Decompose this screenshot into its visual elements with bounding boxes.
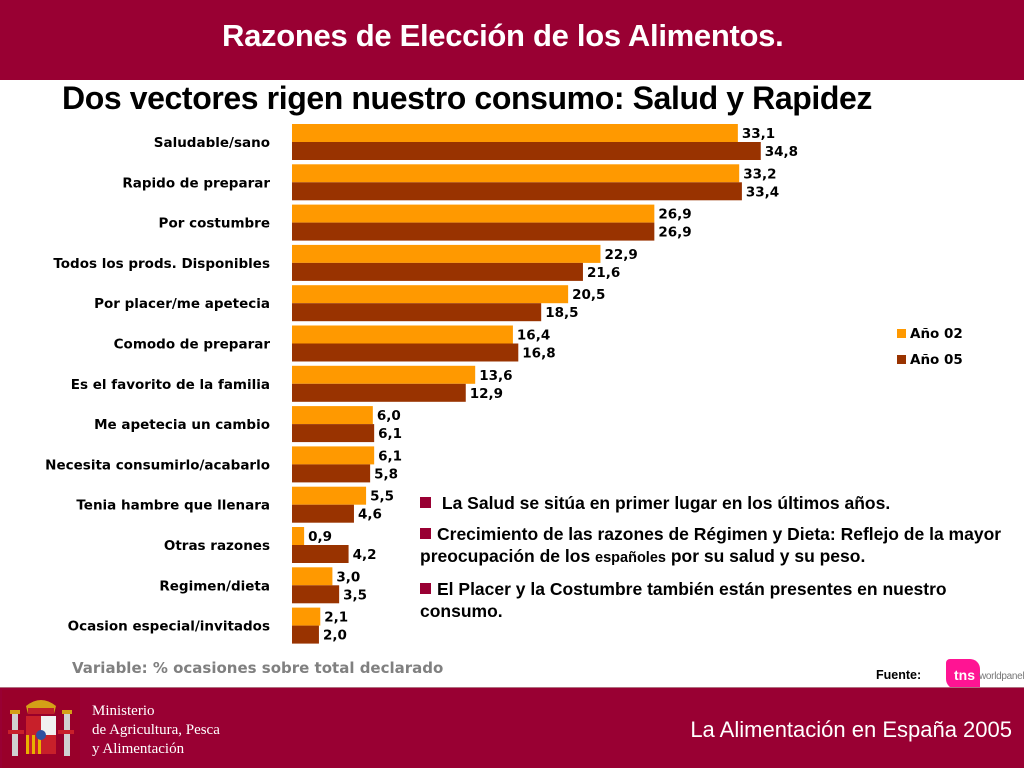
data-label: 6,0 [377,408,401,424]
category-label: Necesita consumirlo/acabarlo [45,457,270,473]
category-label: Comodo de preparar [114,337,271,353]
legend-swatch [897,329,906,338]
data-label: 26,9 [658,207,691,223]
bar-ano-02 [292,527,305,545]
bar-ano-05 [292,142,761,160]
tns-logo-text: tns [954,667,975,683]
data-label: 33,2 [743,166,776,182]
footer-banner [0,688,1024,768]
data-label: 33,1 [742,126,775,142]
bar-ano-02 [292,567,333,586]
bar-ano-05 [292,262,583,281]
category-label: Otras razones [164,538,270,554]
bar-ano-02 [292,124,738,142]
tns-worldpanel-logo: tns worldpanel [946,659,1024,689]
data-label: 22,9 [604,247,637,263]
category-label: Por placer/me apetecia [94,296,270,312]
data-label: 33,4 [746,184,779,200]
category-label: Regimen/dieta [159,578,270,594]
bar-ano-02 [292,244,601,263]
data-label: 2,1 [324,610,348,626]
bar-ano-05 [292,383,466,402]
data-label: 26,9 [658,225,691,241]
finding-3: El Placer y la Costumbre también están p… [420,579,947,621]
data-label: 4,6 [358,507,382,523]
spain-coat-of-arms-icon [2,690,80,768]
bar-ano-05 [292,585,340,604]
bar-ano-02 [292,285,569,304]
bar-ano-05 [292,424,375,443]
bar-ano-02 [292,607,321,626]
ministry-name: Ministerio de Agricultura, Pesca y Alime… [92,703,220,757]
data-label: 6,1 [378,426,402,442]
data-label: 21,6 [587,265,620,281]
worldpanel-logo-text: worldpanel [979,671,1024,682]
legend-label: Año 02 [910,326,963,342]
data-label: 5,8 [374,466,398,482]
category-label: Ocasion especial/invitados [68,619,270,635]
data-label: 16,4 [517,328,550,344]
page-subtitle: Dos vectores rigen nuestro consumo: Salu… [62,80,873,116]
publication-title: La Alimentación en España 2005 [690,717,1012,742]
data-label: 13,6 [479,368,512,384]
data-label: 12,9 [470,386,503,402]
data-label: 18,5 [545,305,578,321]
bar-ano-02 [292,325,513,344]
category-label: Es el favorito de la familia [71,377,270,393]
bullet-square-icon [420,497,431,508]
bar-ano-05 [292,625,319,644]
category-label: Saludable/sano [154,135,270,151]
data-label: 6,1 [378,448,402,464]
finding-1: La Salud se sitúa en primer lugar en los… [420,492,1024,514]
page-title: Razones de Elección de los Alimentos. [222,18,784,53]
data-label: 4,2 [353,547,377,563]
data-label: 2,0 [323,628,347,644]
legend-label: Año 05 [910,352,963,368]
bullet-square-icon [420,528,431,539]
category-label: Tenia hambre que llenara [76,498,270,514]
bar-ano-02 [292,406,373,425]
bar-ano-05 [292,303,542,322]
tns-logo-mark [946,659,980,689]
data-label: 34,8 [765,144,798,160]
legend-swatch [897,355,906,364]
data-label: 20,5 [572,287,605,303]
category-label: Todos los prods. Disponibles [53,256,270,272]
bar-ano-05 [292,343,519,362]
data-label: 3,5 [343,587,367,603]
bar-ano-05 [292,464,371,483]
bar-ano-05 [292,222,655,241]
bar-ano-05 [292,504,354,523]
category-label: Rapido de preparar [122,175,270,191]
variable-note: Variable: % ocasiones sobre total declar… [72,659,444,677]
bar-ano-02 [292,204,655,223]
category-label: Me apetecia un cambio [94,417,270,433]
source-label: Fuente: [876,668,922,682]
bar-ano-02 [292,446,375,465]
category-label: Por costumbre [159,216,270,232]
data-label: 3,0 [336,569,360,585]
bar-ano-05 [292,182,742,201]
data-label: 5,5 [370,489,394,505]
header-banner: Razones de Elección de los Alimentos. [0,0,1024,80]
bar-ano-02 [292,486,367,505]
data-label: 16,8 [522,346,555,362]
bar-ano-02 [292,164,740,183]
data-label: 0,9 [308,529,332,545]
bar-chart: Saludable/sano 33,1 34,8 Rapido de preparar… [45,124,963,644]
bar-ano-02 [292,365,476,384]
finding-2: Crecimiento de las razones de Régimen y … [420,524,1002,566]
bullet-square-icon [420,583,431,594]
key-findings: La Salud se sitúa en primer lugar en los… [420,492,1024,631]
bar-ano-05 [292,545,349,563]
